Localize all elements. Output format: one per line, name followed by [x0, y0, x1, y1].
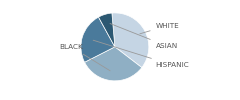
Text: HISPANIC: HISPANIC — [93, 40, 189, 68]
Wedge shape — [98, 13, 115, 47]
Text: ASIAN: ASIAN — [110, 24, 178, 49]
Text: WHITE: WHITE — [140, 23, 179, 34]
Wedge shape — [112, 13, 149, 68]
Wedge shape — [84, 47, 142, 81]
Wedge shape — [81, 17, 115, 62]
Text: BLACK: BLACK — [59, 44, 110, 71]
